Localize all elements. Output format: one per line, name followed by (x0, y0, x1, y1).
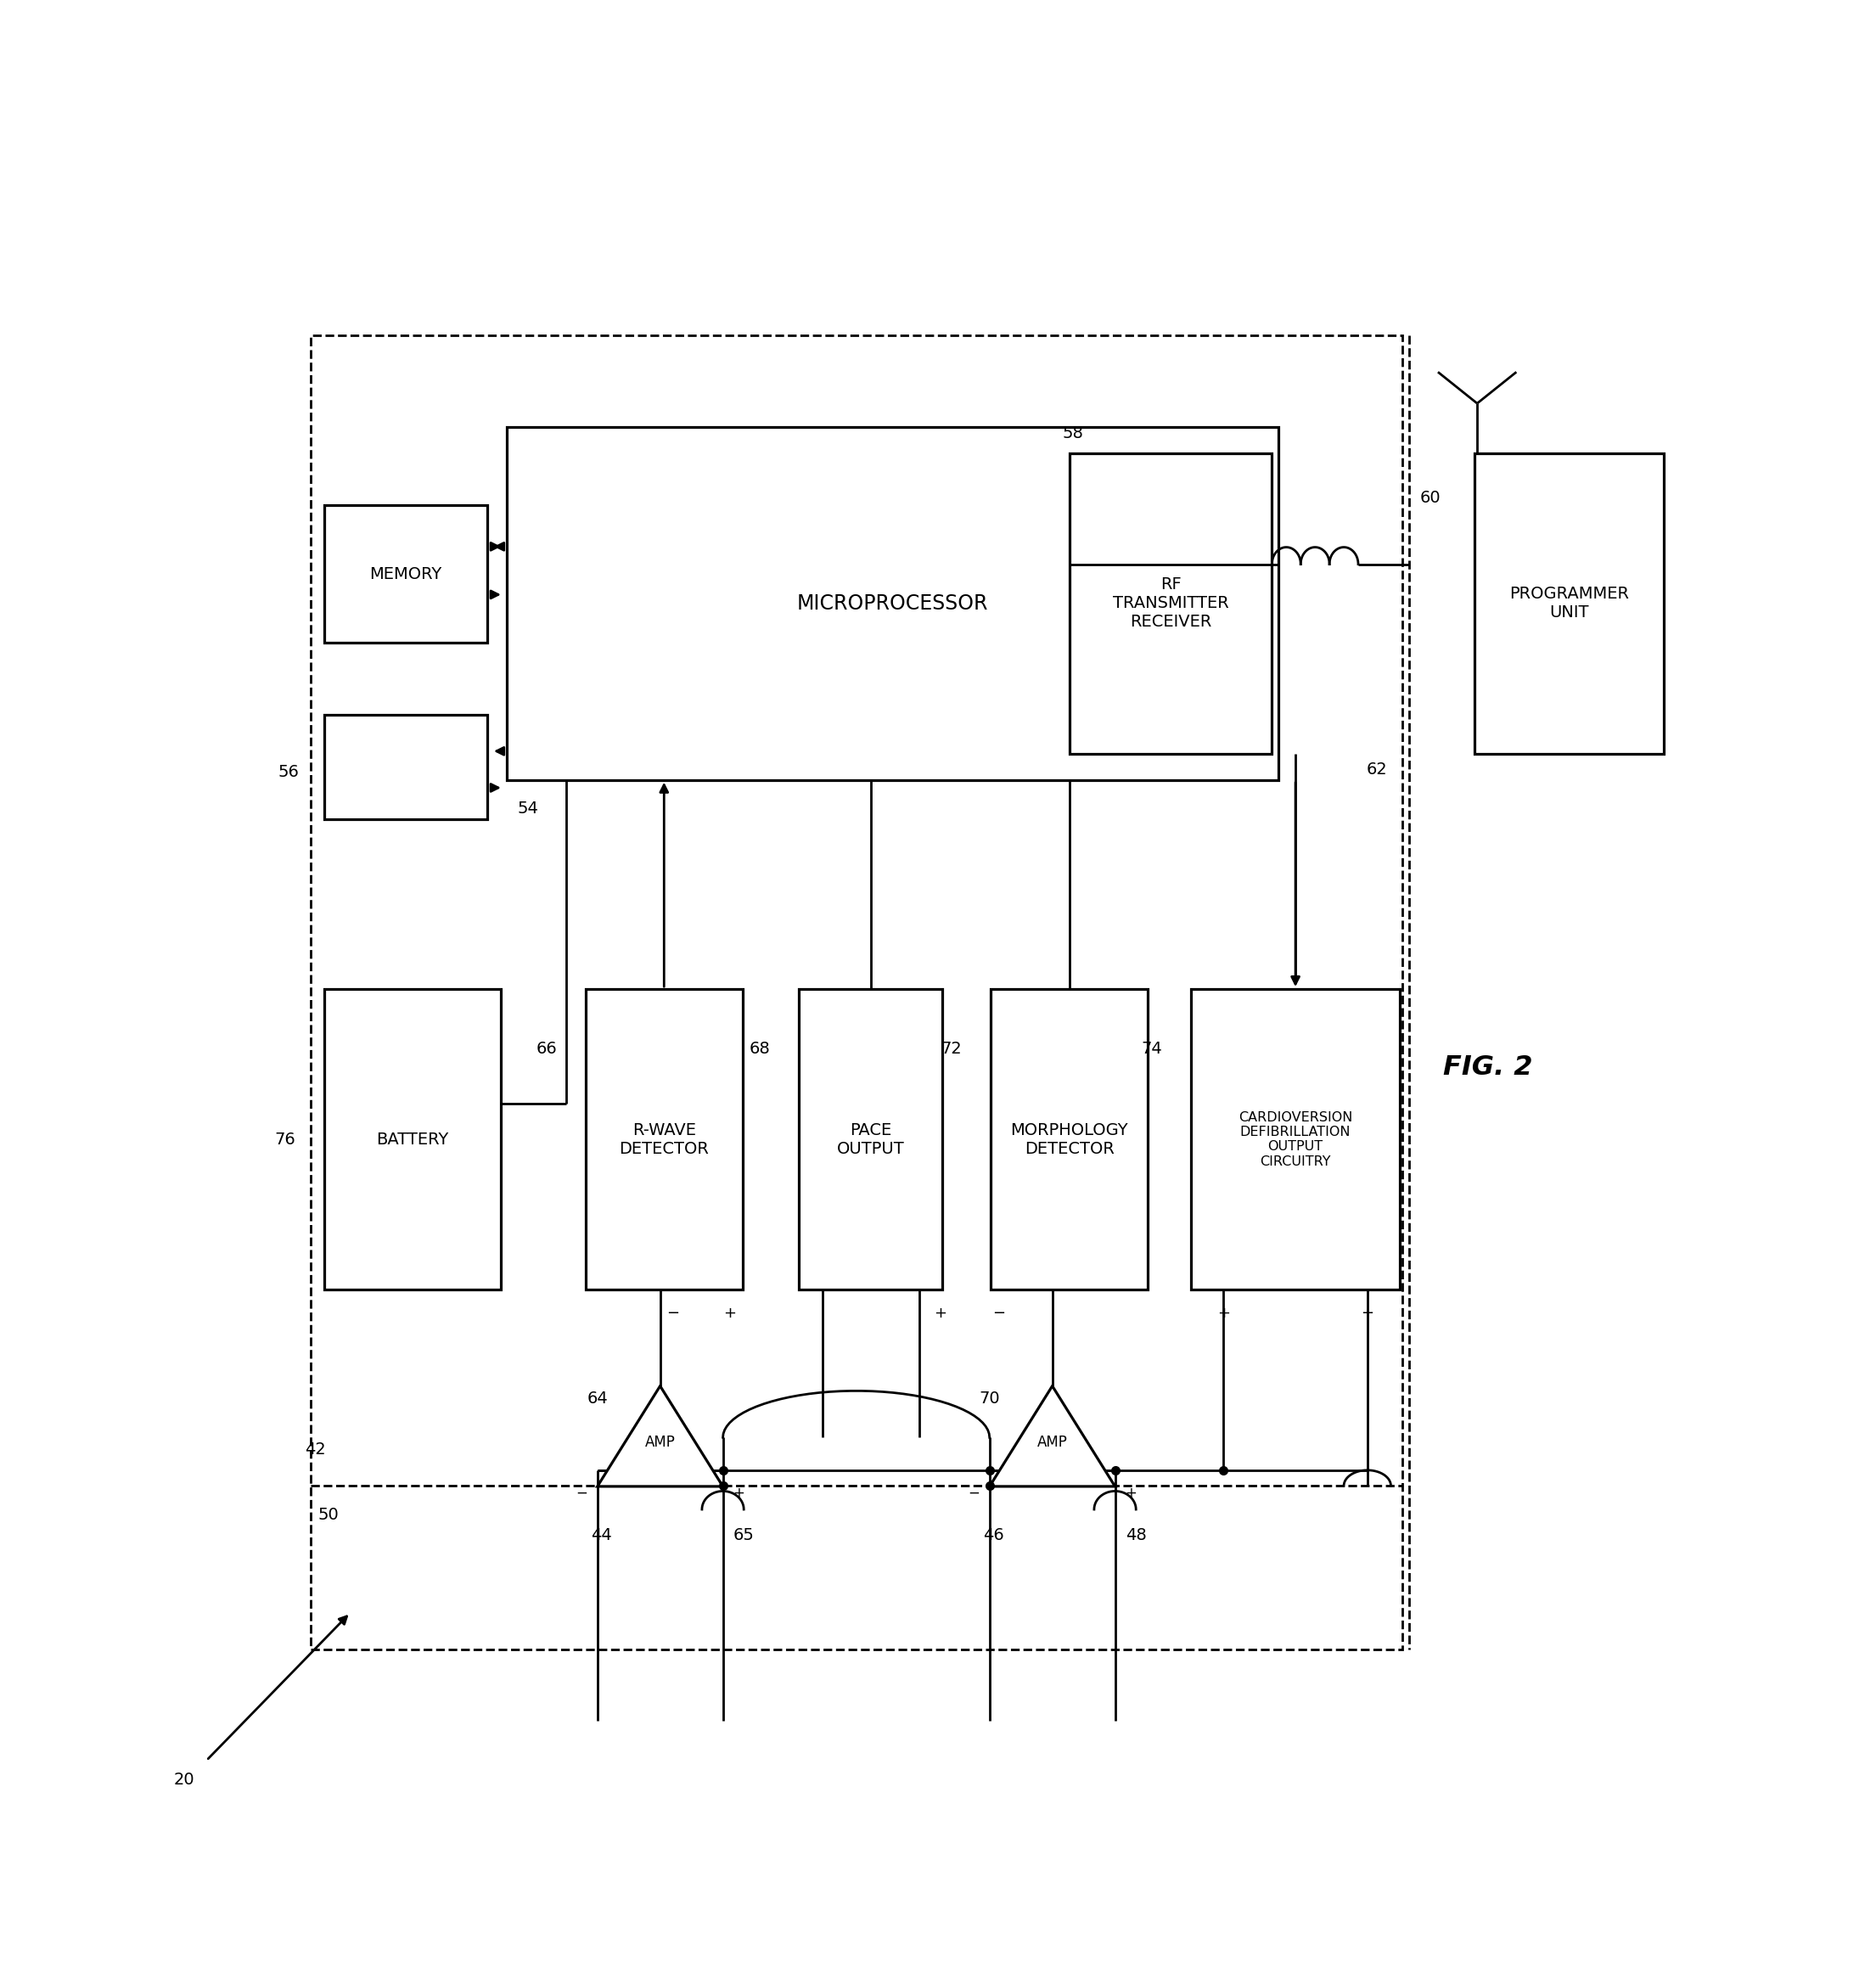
Text: −: − (992, 1305, 1006, 1321)
Bar (1069, 453, 1272, 754)
Text: 62: 62 (1366, 762, 1386, 777)
Bar (1475, 453, 1664, 754)
Text: 74: 74 (1141, 1040, 1163, 1058)
Bar (991, 989, 1148, 1290)
Bar (799, 989, 942, 1290)
Text: 48: 48 (1126, 1527, 1146, 1543)
Text: 50: 50 (317, 1507, 340, 1523)
Text: MEMORY: MEMORY (370, 566, 443, 582)
Text: +: + (934, 1305, 946, 1321)
Text: +: + (722, 1305, 735, 1321)
Bar (325, 504, 488, 643)
Text: +: + (1218, 1305, 1231, 1321)
Text: 65: 65 (734, 1527, 754, 1543)
Text: CARDIOVERSION
DEFIBRILLATION
OUTPUT
CIRCUITRY: CARDIOVERSION DEFIBRILLATION OUTPUT CIRC… (1238, 1112, 1353, 1167)
Text: −: − (666, 1305, 679, 1321)
Text: 66: 66 (537, 1040, 557, 1058)
Text: PACE
OUTPUT: PACE OUTPUT (837, 1122, 904, 1157)
Text: 20: 20 (174, 1772, 195, 1788)
Text: PROGRAMMER
UNIT: PROGRAMMER UNIT (1510, 585, 1628, 621)
Bar (325, 989, 501, 1290)
Text: −: − (576, 1485, 587, 1501)
Text: BATTERY: BATTERY (377, 1131, 448, 1147)
Bar (1191, 989, 1399, 1290)
Text: 58: 58 (1064, 425, 1084, 441)
Text: 72: 72 (942, 1040, 962, 1058)
Text: 44: 44 (591, 1527, 612, 1543)
Text: FIG. 2: FIG. 2 (1443, 1054, 1533, 1080)
Text: 76: 76 (274, 1131, 296, 1147)
Text: +: + (734, 1485, 745, 1501)
Text: 56: 56 (278, 764, 300, 779)
Text: 68: 68 (749, 1040, 769, 1058)
Text: MICROPROCESSOR: MICROPROCESSOR (797, 593, 989, 613)
Text: 54: 54 (518, 801, 538, 817)
Polygon shape (597, 1387, 722, 1485)
Text: R-WAVE
DETECTOR: R-WAVE DETECTOR (619, 1122, 709, 1157)
Text: AMP: AMP (1037, 1436, 1067, 1450)
Text: AMP: AMP (645, 1436, 675, 1450)
Bar (325, 714, 488, 819)
Text: 70: 70 (979, 1391, 1000, 1406)
Text: −: − (968, 1485, 979, 1501)
Text: MORPHOLOGY
DETECTOR: MORPHOLOGY DETECTOR (1011, 1122, 1127, 1157)
Text: 42: 42 (304, 1442, 326, 1458)
Text: 64: 64 (587, 1391, 608, 1406)
Text: RF
TRANSMITTER
RECEIVER: RF TRANSMITTER RECEIVER (1112, 578, 1229, 631)
Bar (311, 336, 1403, 1650)
Bar (507, 427, 1278, 779)
Text: 60: 60 (1420, 491, 1441, 506)
Bar (585, 989, 743, 1290)
Polygon shape (989, 1387, 1114, 1485)
Text: −: − (1360, 1305, 1373, 1321)
Text: 46: 46 (983, 1527, 1004, 1543)
Text: +: + (1126, 1485, 1137, 1501)
